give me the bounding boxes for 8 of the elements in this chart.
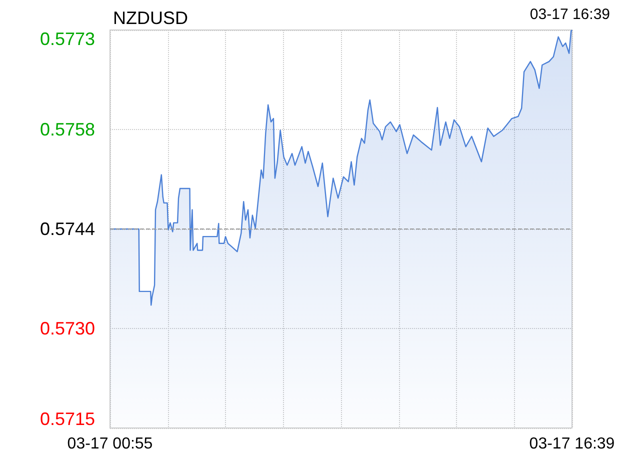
x-tick-label: 03-17 00:55 xyxy=(67,436,153,452)
y-tick-label: 0.5758 xyxy=(40,120,96,140)
y-tick-label: 0.5773 xyxy=(40,29,96,49)
y-tick-label: 0.5744 xyxy=(40,219,96,239)
y-tick-label: 0.5715 xyxy=(40,409,96,429)
text: 03-17 16:39 xyxy=(530,6,610,23)
y-tick-label: 0.5730 xyxy=(40,318,96,338)
chart-title: NZDUSD xyxy=(113,8,188,28)
